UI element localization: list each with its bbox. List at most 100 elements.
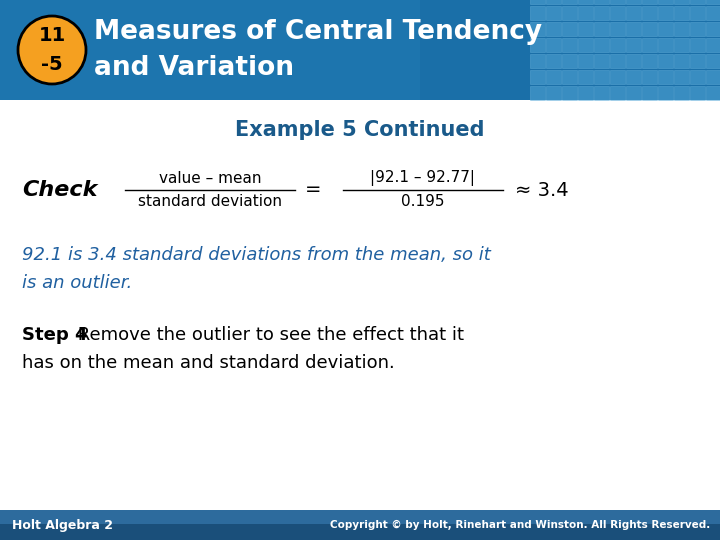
Bar <box>706 22 720 36</box>
Bar <box>530 70 544 84</box>
Bar <box>530 0 544 4</box>
Bar <box>530 37 544 52</box>
Bar <box>658 5 672 20</box>
Text: 92.1 is 3.4 standard deviations from the mean, so it: 92.1 is 3.4 standard deviations from the… <box>22 246 491 264</box>
Bar <box>578 22 593 36</box>
Bar <box>674 85 688 100</box>
Bar <box>690 0 704 4</box>
Bar <box>594 53 608 68</box>
Bar <box>690 70 704 84</box>
Bar <box>674 22 688 36</box>
Bar <box>706 53 720 68</box>
Bar <box>546 5 560 20</box>
Bar <box>706 70 720 84</box>
Bar <box>706 37 720 52</box>
Bar <box>658 70 672 84</box>
Text: -5: -5 <box>41 55 63 74</box>
Bar <box>626 53 641 68</box>
Bar <box>706 5 720 20</box>
Bar <box>578 37 593 52</box>
Bar <box>530 5 544 20</box>
Bar <box>626 22 641 36</box>
Bar <box>642 37 657 52</box>
Bar <box>658 0 672 4</box>
Bar <box>642 5 657 20</box>
Bar <box>642 85 657 100</box>
Text: is an outlier.: is an outlier. <box>22 274 132 292</box>
Bar <box>658 37 672 52</box>
Text: ≈ 3.4: ≈ 3.4 <box>515 180 569 199</box>
Bar <box>690 22 704 36</box>
Text: Remove the outlier to see the effect that it: Remove the outlier to see the effect tha… <box>72 326 464 344</box>
Bar <box>578 70 593 84</box>
Bar <box>690 5 704 20</box>
Bar <box>562 0 577 4</box>
Bar <box>642 70 657 84</box>
Bar <box>546 37 560 52</box>
Bar <box>578 85 593 100</box>
Bar <box>642 22 657 36</box>
Bar <box>610 85 624 100</box>
Text: 0.195: 0.195 <box>401 194 445 209</box>
Text: Example 5 Continued: Example 5 Continued <box>235 120 485 140</box>
Text: =: = <box>305 180 321 199</box>
Bar <box>626 0 641 4</box>
Circle shape <box>18 16 86 84</box>
Bar <box>626 37 641 52</box>
Bar <box>674 0 688 4</box>
Bar <box>562 53 577 68</box>
Bar <box>530 22 544 36</box>
Bar <box>610 37 624 52</box>
Bar <box>674 37 688 52</box>
Bar <box>626 85 641 100</box>
Bar <box>594 85 608 100</box>
Bar <box>562 5 577 20</box>
Bar <box>578 0 593 4</box>
Bar <box>594 5 608 20</box>
Bar <box>658 53 672 68</box>
Bar <box>610 70 624 84</box>
Bar <box>0 0 420 100</box>
Bar <box>562 85 577 100</box>
Bar <box>546 53 560 68</box>
Bar <box>546 0 560 4</box>
Bar <box>690 85 704 100</box>
Text: standard deviation: standard deviation <box>138 194 282 209</box>
Bar <box>530 53 544 68</box>
Bar <box>594 22 608 36</box>
Bar <box>610 22 624 36</box>
Bar <box>674 70 688 84</box>
Bar <box>690 53 704 68</box>
Bar <box>594 37 608 52</box>
Bar <box>674 53 688 68</box>
Bar <box>658 85 672 100</box>
Bar <box>546 70 560 84</box>
Text: has on the mean and standard deviation.: has on the mean and standard deviation. <box>22 354 395 372</box>
Bar <box>594 0 608 4</box>
Text: Holt Algebra 2: Holt Algebra 2 <box>12 518 113 531</box>
Bar <box>578 53 593 68</box>
Bar <box>642 53 657 68</box>
Text: |92.1 – 92.77|: |92.1 – 92.77| <box>371 170 475 186</box>
Bar <box>610 53 624 68</box>
Text: Check: Check <box>22 180 97 200</box>
Bar <box>0 0 720 100</box>
Bar <box>562 70 577 84</box>
Bar <box>610 5 624 20</box>
Bar <box>658 22 672 36</box>
Bar <box>562 37 577 52</box>
Bar <box>706 85 720 100</box>
Text: value – mean: value – mean <box>158 171 261 186</box>
Bar <box>0 510 720 540</box>
Text: Step 4: Step 4 <box>22 326 88 344</box>
Text: Measures of Central Tendency: Measures of Central Tendency <box>94 19 542 45</box>
Text: and Variation: and Variation <box>94 55 294 81</box>
Bar <box>610 0 624 4</box>
Text: Copyright © by Holt, Rinehart and Winston. All Rights Reserved.: Copyright © by Holt, Rinehart and Winsto… <box>330 520 710 530</box>
Text: 11: 11 <box>38 26 66 45</box>
Bar <box>562 22 577 36</box>
Bar <box>690 37 704 52</box>
Bar <box>594 70 608 84</box>
Bar <box>626 5 641 20</box>
Bar <box>578 5 593 20</box>
